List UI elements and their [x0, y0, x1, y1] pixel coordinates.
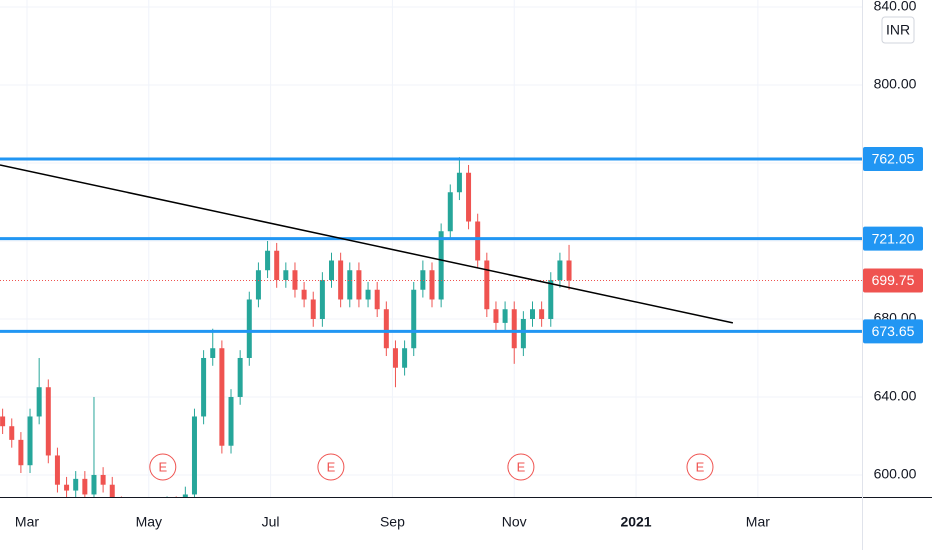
candle-body	[219, 348, 225, 446]
candle-body	[447, 192, 453, 232]
candle-body	[466, 172, 472, 222]
grid	[0, 0, 862, 497]
candle-body	[228, 396, 234, 446]
candle-body	[100, 474, 106, 485]
candle-body	[27, 416, 33, 466]
event-marker	[507, 453, 535, 481]
currency: INR	[886, 22, 910, 38]
price-label: 762.05	[872, 151, 915, 167]
currency-box[interactable]	[881, 16, 915, 44]
candle-body	[36, 387, 42, 417]
candle-body	[383, 309, 389, 349]
event-label: E	[158, 459, 167, 474]
candle-body	[502, 309, 508, 323]
candle-body	[566, 260, 572, 281]
candle-body	[539, 309, 545, 319]
candle-body	[429, 270, 435, 300]
candle-body	[310, 299, 316, 319]
candle-body	[274, 250, 280, 280]
candle-body	[338, 260, 344, 300]
candle-body	[255, 270, 261, 300]
candle-body	[548, 279, 554, 319]
candle-body	[374, 289, 380, 310]
y-tick-label: 800.00	[874, 76, 917, 92]
price-label-box	[863, 319, 923, 344]
candle-body	[265, 250, 271, 271]
candle-body	[456, 172, 462, 193]
candle-body	[484, 260, 490, 310]
candle-body	[557, 260, 563, 280]
candle-body	[201, 357, 207, 417]
price-label: 673.65	[872, 323, 915, 339]
candle-body	[347, 270, 353, 300]
candle-body	[18, 439, 24, 466]
price-label: 699.75	[872, 272, 915, 288]
candle-body	[475, 221, 481, 261]
candle-body	[402, 348, 408, 368]
candle-body	[529, 309, 535, 319]
event-marker	[317, 453, 345, 481]
candle-body	[356, 270, 362, 300]
candle-body	[119, 504, 124, 510]
y-tick-label: 600.00	[874, 466, 917, 482]
candle-body	[128, 510, 133, 514]
candle-body	[520, 318, 526, 349]
candle-body	[182, 494, 188, 497]
candle-body	[411, 289, 417, 349]
candle-body	[45, 387, 51, 456]
candle-body	[91, 474, 97, 495]
price-label-box	[863, 268, 923, 293]
event-label: E	[517, 459, 526, 474]
x-tick-label: Jul	[262, 514, 280, 530]
candle-body	[165, 504, 170, 514]
candle-body	[301, 289, 307, 300]
candle-body	[420, 270, 426, 290]
y-tick-label: 840.00	[874, 0, 917, 14]
candle-body	[283, 270, 289, 280]
trend-line	[0, 164, 734, 324]
x-tick-label: 2021	[620, 514, 651, 530]
candle-body	[73, 478, 79, 491]
candle-body	[210, 348, 216, 358]
x-tick-label: May	[136, 514, 162, 530]
candle-body	[329, 260, 335, 280]
candle-body	[0, 416, 6, 427]
price-label: 721.20	[872, 230, 915, 246]
candle-body	[493, 309, 499, 323]
price-label-box	[863, 147, 923, 172]
x-tick-label: Mar	[15, 514, 39, 530]
x-tick-label: Mar	[746, 514, 770, 530]
price-label-box	[863, 226, 923, 251]
x-tick-label: Nov	[502, 514, 527, 530]
candle-body	[319, 279, 325, 319]
candle-body	[64, 484, 70, 491]
candle-body	[237, 357, 243, 397]
candle-body	[191, 416, 197, 495]
x-tick-label: Sep	[380, 514, 405, 530]
candle-body	[511, 309, 517, 349]
candle-body	[246, 299, 252, 358]
event-marker	[686, 453, 714, 481]
candle-body	[82, 478, 88, 495]
event-label: E	[327, 459, 336, 474]
candle-body	[54, 455, 60, 485]
event-marker	[149, 453, 177, 481]
y-tick-label: 640.00	[874, 388, 917, 404]
candle-body	[109, 484, 115, 497]
event-label: E	[696, 459, 705, 474]
candle-body	[365, 289, 371, 300]
candle-body	[438, 231, 444, 300]
candle-body	[9, 426, 15, 440]
axes: 600.00640.00680.00720.00760.00800.00840.…	[15, 0, 923, 530]
candle-body	[174, 504, 179, 508]
candle-body	[392, 348, 398, 368]
